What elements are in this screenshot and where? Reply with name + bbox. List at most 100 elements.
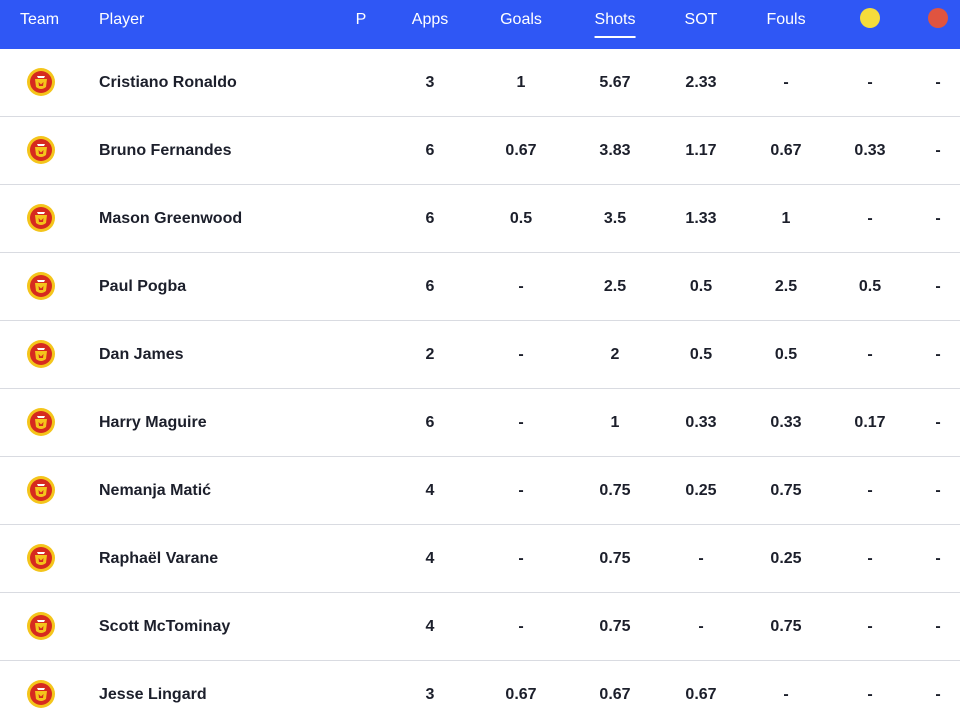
column-header-team[interactable]: Team [20, 11, 60, 28]
yellow-cards-value: - [867, 482, 873, 499]
yellow-cards-value: 0.33 [854, 142, 886, 159]
fouls-value: 0.75 [770, 482, 802, 499]
sot-value: 1.17 [685, 142, 717, 159]
player-name[interactable]: Harry Maguire [99, 414, 207, 431]
sot-value: - [698, 618, 704, 635]
team-crest-icon [27, 204, 55, 232]
sot-value: 0.5 [689, 346, 713, 363]
sot-value: 1.33 [685, 210, 717, 227]
shots-value: 3.83 [599, 142, 631, 159]
column-header-goals[interactable]: Goals [500, 11, 542, 28]
column-header-player[interactable]: Player [99, 11, 145, 28]
red-cards-value: - [935, 686, 941, 703]
table-header: Team Player P Apps Goals Shots SOT Fouls [0, 0, 960, 49]
player-name[interactable]: Jesse Lingard [99, 686, 207, 703]
sot-value: 2.33 [685, 74, 717, 91]
goals-value: 0.5 [509, 210, 533, 227]
shots-value: 0.75 [599, 618, 631, 635]
fouls-value: 0.75 [770, 618, 802, 635]
table-row[interactable]: Jesse Lingard 3 0.67 0.67 0.67 - - - [0, 661, 960, 728]
table-row[interactable]: Nemanja Matić 4 - 0.75 0.25 0.75 - - [0, 457, 960, 525]
yellow-card-icon [860, 8, 880, 29]
sot-value: 0.25 [685, 482, 717, 499]
shots-value: 0.75 [599, 482, 631, 499]
apps-value: 6 [425, 210, 435, 227]
goals-value: - [518, 278, 524, 295]
red-cards-value: - [935, 278, 941, 295]
red-cards-value: - [935, 414, 941, 431]
column-header-red-cards[interactable] [928, 0, 948, 49]
team-crest-icon [27, 68, 55, 96]
shots-value: 0.75 [599, 550, 631, 567]
shots-value: 5.67 [599, 74, 631, 91]
fouls-value: 2.5 [774, 278, 798, 295]
red-cards-value: - [935, 142, 941, 159]
yellow-cards-value: - [867, 686, 873, 703]
apps-value: 4 [425, 550, 435, 567]
table-body: Cristiano Ronaldo 3 1 5.67 2.33 - - - Br… [0, 49, 960, 728]
fouls-value: - [783, 74, 789, 91]
sot-value: 0.33 [685, 414, 717, 431]
red-cards-value: - [935, 550, 941, 567]
goals-value: 0.67 [505, 142, 537, 159]
red-cards-value: - [935, 618, 941, 635]
table-row[interactable]: Scott McTominay 4 - 0.75 - 0.75 - - [0, 593, 960, 661]
table-row[interactable]: Raphaël Varane 4 - 0.75 - 0.25 - - [0, 525, 960, 593]
fouls-value: 0.25 [770, 550, 802, 567]
player-name[interactable]: Raphaël Varane [99, 550, 219, 567]
goals-value: - [518, 346, 524, 363]
table-row[interactable]: Dan James 2 - 2 0.5 0.5 - - [0, 321, 960, 389]
goals-value: - [518, 550, 524, 567]
goals-value: - [518, 618, 524, 635]
team-crest-icon [27, 680, 55, 708]
sot-value: 0.5 [689, 278, 713, 295]
table-row[interactable]: Cristiano Ronaldo 3 1 5.67 2.33 - - - [0, 49, 960, 117]
player-name[interactable]: Scott McTominay [99, 618, 231, 635]
player-name[interactable]: Cristiano Ronaldo [99, 74, 237, 91]
yellow-cards-value: - [867, 74, 873, 91]
goals-value: 1 [516, 74, 526, 91]
table-row[interactable]: Bruno Fernandes 6 0.67 3.83 1.17 0.67 0.… [0, 117, 960, 185]
fouls-value: 0.67 [770, 142, 802, 159]
column-header-p[interactable]: P [355, 11, 367, 28]
apps-value: 6 [425, 278, 435, 295]
table-row[interactable]: Mason Greenwood 6 0.5 3.5 1.33 1 - - [0, 185, 960, 253]
apps-value: 4 [425, 482, 435, 499]
shots-value: 0.67 [599, 686, 631, 703]
table-row[interactable]: Harry Maguire 6 - 1 0.33 0.33 0.17 - [0, 389, 960, 457]
player-name[interactable]: Bruno Fernandes [99, 142, 232, 159]
yellow-cards-value: - [867, 550, 873, 567]
team-crest-icon [27, 136, 55, 164]
red-cards-value: - [935, 210, 941, 227]
fouls-value: 0.5 [774, 346, 798, 363]
player-name[interactable]: Dan James [99, 346, 184, 363]
player-name[interactable]: Nemanja Matić [99, 482, 212, 499]
goals-value: - [518, 414, 524, 431]
team-crest-icon [27, 476, 55, 504]
team-crest-icon [27, 408, 55, 436]
apps-value: 4 [425, 618, 435, 635]
column-header-apps[interactable]: Apps [411, 11, 449, 28]
player-name[interactable]: Paul Pogba [99, 278, 187, 295]
sot-value: 0.67 [685, 686, 717, 703]
yellow-cards-value: - [867, 210, 873, 227]
column-header-shots[interactable]: Shots [594, 0, 635, 49]
column-header-yellow-cards[interactable] [860, 0, 880, 49]
yellow-cards-value: - [867, 346, 873, 363]
apps-value: 2 [425, 346, 435, 363]
team-crest-icon [27, 340, 55, 368]
team-crest-icon [27, 612, 55, 640]
table-row[interactable]: Paul Pogba 6 - 2.5 0.5 2.5 0.5 - [0, 253, 960, 321]
yellow-cards-value: - [867, 618, 873, 635]
red-cards-value: - [935, 482, 941, 499]
red-cards-value: - [935, 346, 941, 363]
fouls-value: 0.33 [770, 414, 802, 431]
yellow-cards-value: 0.5 [858, 278, 882, 295]
yellow-cards-value: 0.17 [854, 414, 886, 431]
column-header-sot[interactable]: SOT [684, 11, 718, 28]
column-header-fouls[interactable]: Fouls [766, 11, 806, 28]
apps-value: 6 [425, 414, 435, 431]
player-name[interactable]: Mason Greenwood [99, 210, 243, 227]
red-card-icon [928, 8, 948, 29]
